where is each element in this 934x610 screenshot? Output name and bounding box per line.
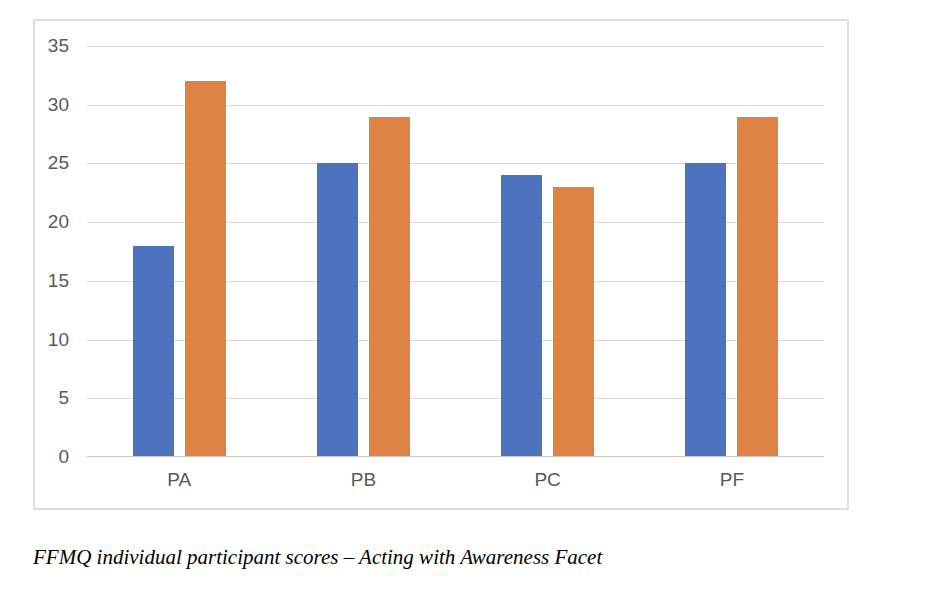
gridline-35	[87, 46, 824, 47]
y-tick-label-10: 10	[35, 329, 69, 351]
y-tick-label-5: 5	[35, 387, 69, 409]
x-tick-label-pb: PB	[323, 468, 403, 492]
y-tick-label-30: 30	[35, 94, 69, 116]
y-tick-label-0: 0	[35, 446, 69, 468]
bar-pf-series-1	[685, 163, 726, 457]
x-tick-label-pf: PF	[692, 468, 772, 492]
figure-caption: FFMQ individual participant scores – Act…	[33, 545, 893, 570]
y-tick-label-25: 25	[35, 152, 69, 174]
bar-pb-series-2	[369, 117, 410, 458]
bar-pc-series-2	[553, 187, 594, 457]
bar-pb-series-1	[317, 163, 358, 457]
bar-pa-series-1	[133, 246, 174, 457]
bar-pa-series-2	[185, 81, 226, 457]
x-axis-line	[87, 456, 824, 457]
y-tick-label-35: 35	[35, 35, 69, 57]
y-tick-label-20: 20	[35, 211, 69, 233]
x-tick-label-pc: PC	[508, 468, 588, 492]
plot-area	[87, 46, 824, 457]
x-axis-labels: PA PB PC PF	[87, 468, 824, 494]
x-tick-label-pa: PA	[139, 468, 219, 492]
bar-chart: 0 5 10 15 20 25 30 35 PA PB PC PF	[33, 19, 849, 510]
bar-pf-series-2	[737, 117, 778, 458]
y-axis-labels: 05101520253035	[35, 46, 73, 457]
bar-pc-series-1	[501, 175, 542, 457]
y-tick-label-15: 15	[35, 270, 69, 292]
